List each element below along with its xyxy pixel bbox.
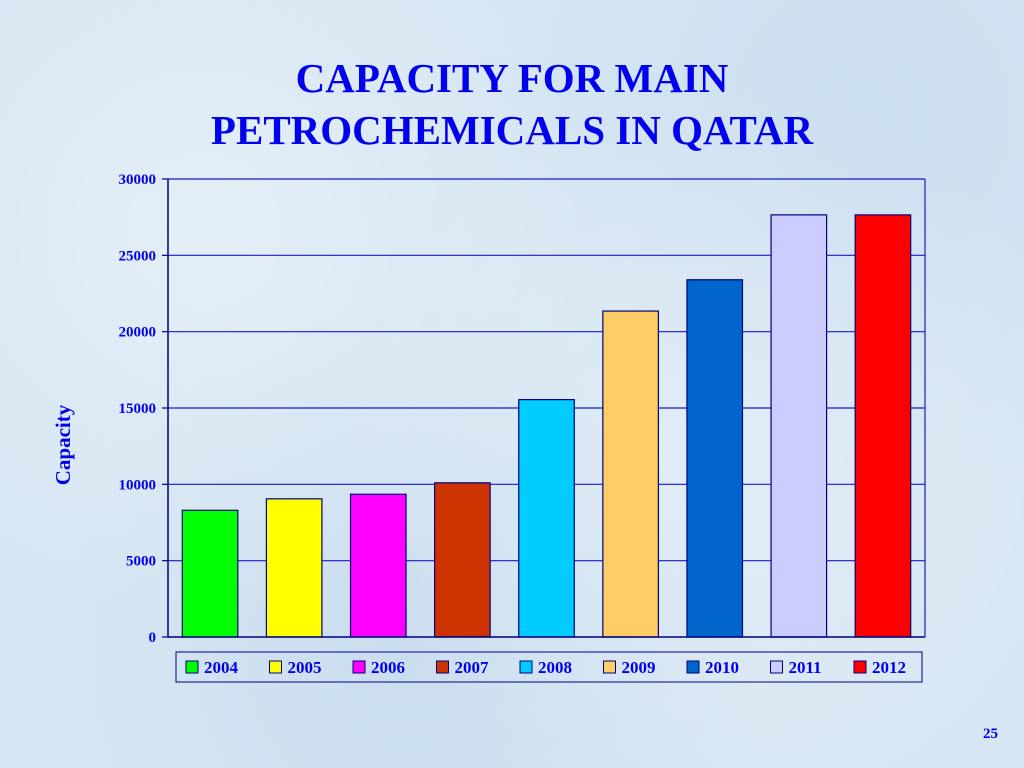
bar-2004 — [181, 509, 239, 638]
title-line-1: CAPACITY FOR MAIN — [295, 55, 729, 101]
legend-swatch-2008 — [519, 660, 533, 674]
legend: 2004 2005 2006 2007 2008 2009 2010 2011 2012 — [175, 651, 923, 683]
bar-2005 — [265, 498, 323, 638]
bar-2009 — [602, 310, 659, 638]
title-line-2: PETROCHEMICALS IN QATAR — [210, 107, 814, 153]
bar-2008 — [518, 399, 575, 638]
legend-label-2008: 2008 — [538, 658, 572, 677]
chart-title: CAPACITY FOR MAIN PETROCHEMICALS IN QATA… — [0, 52, 1024, 156]
legend-swatch-2005 — [269, 660, 282, 674]
y-tick-labels: 0 5000 10000 15000 20000 25000 30000 — [119, 172, 157, 646]
legend-label-2012: 2012 — [872, 658, 906, 677]
y-tick-label: 0 — [149, 630, 157, 646]
legend-label-2005: 2005 — [288, 658, 322, 677]
y-tick-label: 30000 — [119, 172, 157, 188]
bar-2007 — [434, 482, 491, 638]
bar-2006 — [349, 493, 407, 638]
legend-label-2009: 2009 — [622, 658, 656, 677]
y-axis-label: Capacity — [51, 404, 75, 485]
y-tick-label: 25000 — [119, 248, 157, 264]
y-tick-label: 15000 — [119, 401, 157, 417]
y-tick-label: 10000 — [119, 477, 157, 493]
bar-2012 — [854, 214, 912, 638]
legend-swatch-2011 — [770, 660, 783, 674]
legend-swatch-2007 — [436, 660, 449, 674]
legend-swatch-2010 — [686, 660, 700, 674]
bar-2011 — [770, 214, 828, 638]
y-tick-label: 5000 — [126, 554, 156, 570]
legend-label-2007: 2007 — [455, 658, 490, 677]
y-tick-label: 20000 — [119, 325, 157, 341]
bars — [181, 214, 912, 638]
bar-2010 — [686, 279, 744, 638]
legend-swatch-2012 — [853, 660, 867, 674]
legend-label-2011: 2011 — [789, 658, 822, 677]
legend-swatch-2006 — [352, 660, 366, 674]
legend-label-2010: 2010 — [705, 658, 739, 677]
legend-box — [175, 651, 923, 683]
legend-swatch-2004 — [185, 660, 199, 674]
legend-label-2006: 2006 — [371, 658, 405, 677]
legend-label-2004: 2004 — [204, 658, 239, 677]
page-number: 25 — [983, 726, 998, 742]
legend-swatch-2009 — [603, 660, 616, 674]
